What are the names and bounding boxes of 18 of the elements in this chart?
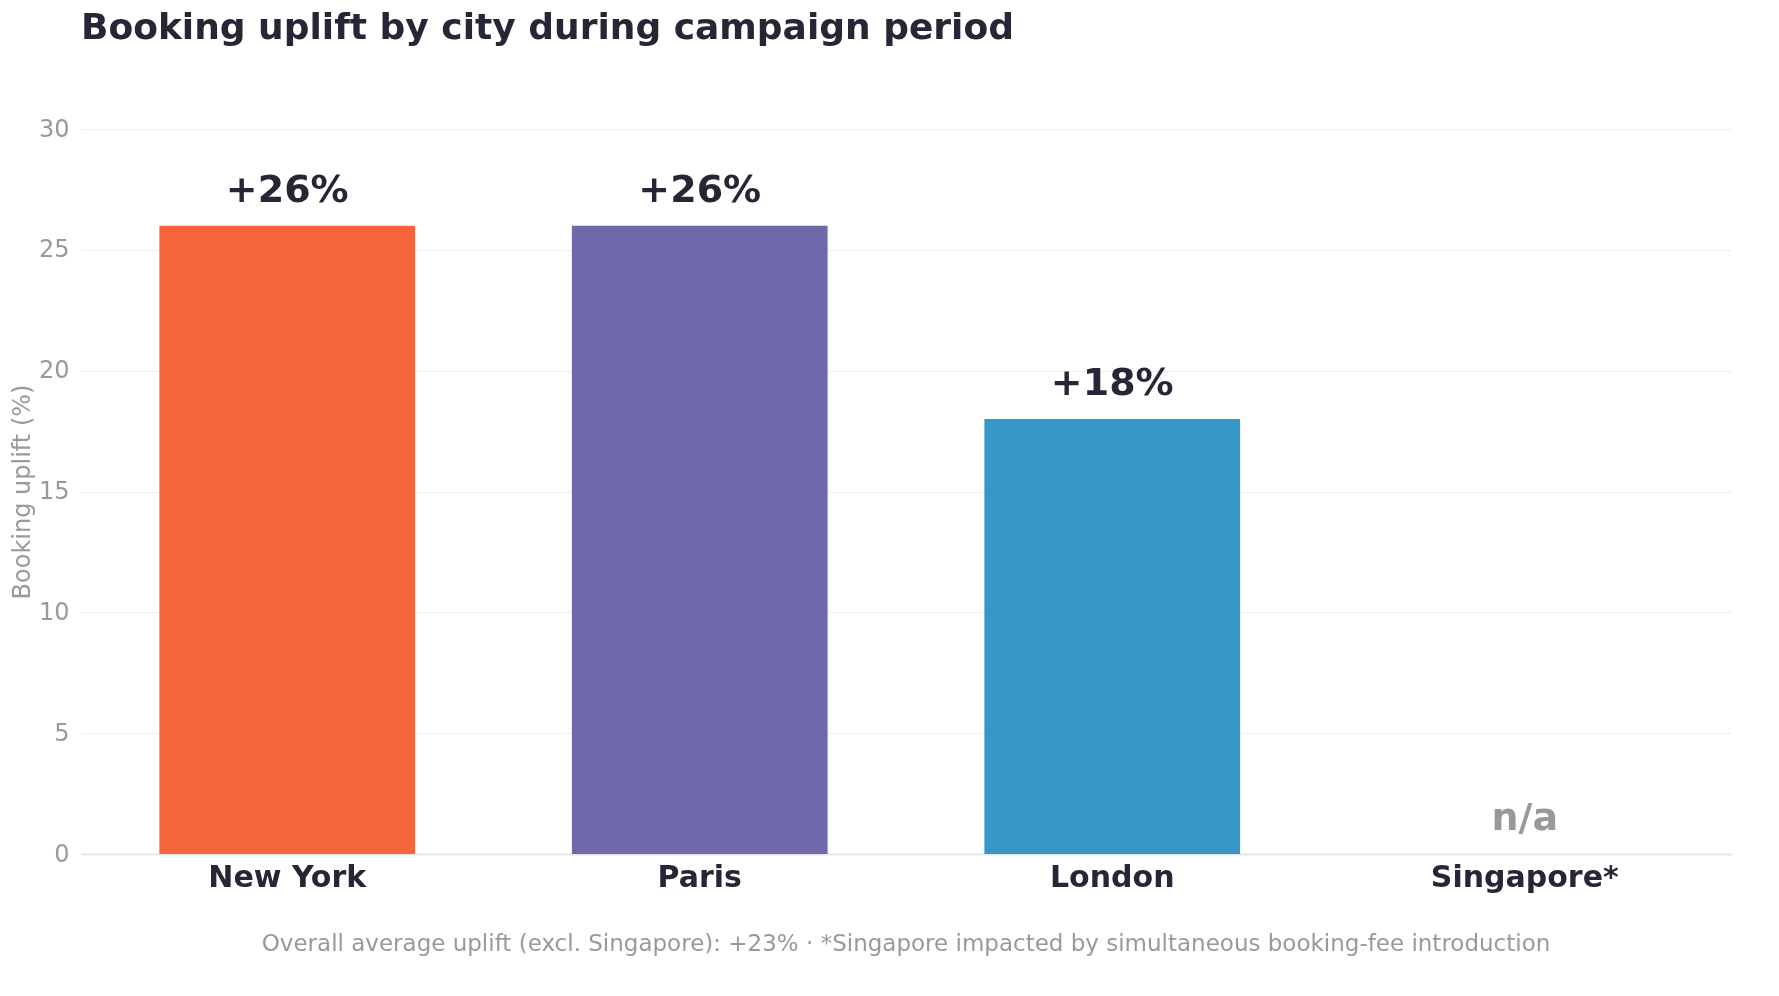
chart-title: Booking uplift by city during campaign period bbox=[81, 6, 1014, 47]
text: Overall average uplift (excl. Singapore): +23% · *Singapore impacted by simultaneous booking-fee introduction bbox=[261, 930, 1551, 956]
y-tick-label: 15 bbox=[38, 477, 70, 505]
x-tick-label: London bbox=[1049, 858, 1175, 894]
data-label: +18% bbox=[1050, 360, 1174, 404]
x-tick-label: Singapore* bbox=[1430, 858, 1619, 894]
data-label: +26% bbox=[638, 166, 762, 211]
y-tick-label: 0 bbox=[54, 839, 70, 868]
y-tick-label: 20 bbox=[38, 356, 70, 385]
data-label: +26% bbox=[225, 166, 349, 211]
y-tick-label: 10 bbox=[38, 597, 70, 626]
y-axis-title: Booking uplift (%) bbox=[7, 384, 36, 600]
y-tick-label: 5 bbox=[54, 718, 70, 747]
y-tick-label: 30 bbox=[38, 114, 70, 143]
x-tick-label: Paris bbox=[657, 858, 742, 894]
x-tick-label: New York bbox=[208, 858, 368, 894]
text: n/a bbox=[1491, 795, 1559, 839]
y-tick-label: 25 bbox=[38, 235, 70, 264]
